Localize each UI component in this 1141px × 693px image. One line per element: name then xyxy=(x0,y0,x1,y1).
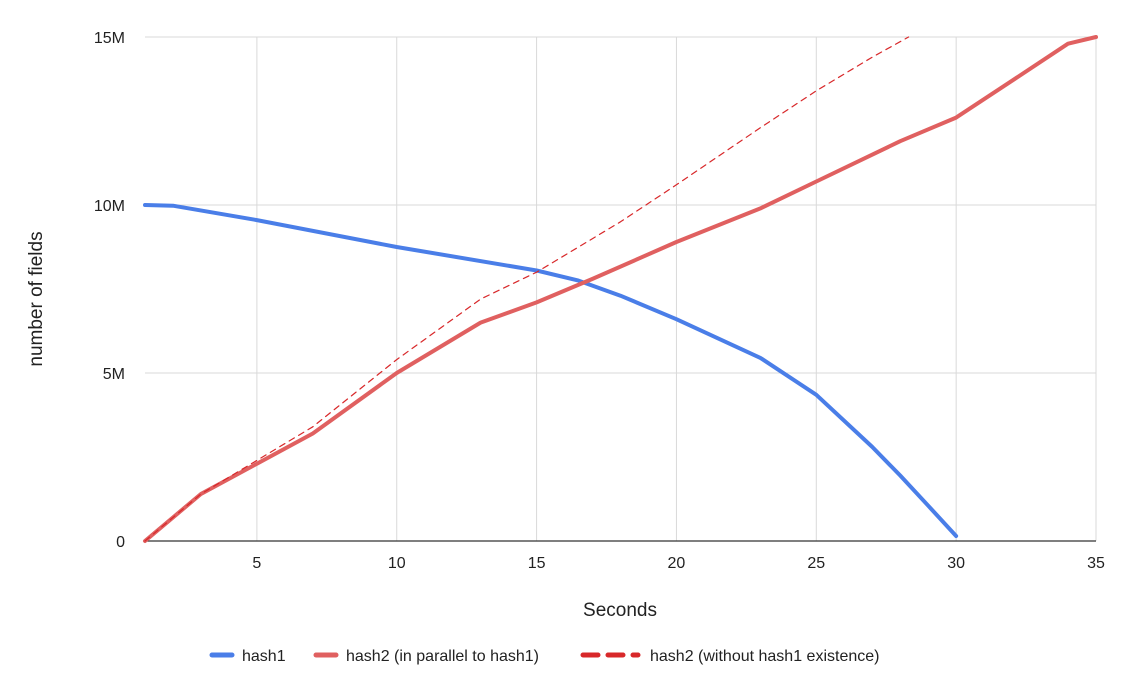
y-tick-label: 0 xyxy=(116,534,125,551)
legend-label: hash1 xyxy=(242,648,286,665)
x-tick-label: 20 xyxy=(668,555,686,572)
y-tick-label: 5M xyxy=(103,366,125,383)
axis-labels: Seconds number of fields xyxy=(26,231,657,621)
axes: 0 5M 10M 15M 5 10 15 20 25 30 35 xyxy=(94,30,1105,572)
y-axis-title: number of fields xyxy=(26,231,47,366)
x-tick-label: 30 xyxy=(947,555,965,572)
legend: hash1 hash2 (in parallel to hash1) hash2 (… xyxy=(209,648,879,665)
series-line-3 xyxy=(144,36,910,542)
x-tick-label: 15 xyxy=(528,555,546,572)
x-tick-label: 5 xyxy=(252,555,261,572)
legend-label: hash2 (without hash1 existence) xyxy=(650,648,879,665)
legend-label: hash2 (in parallel to hash1) xyxy=(346,648,539,665)
x-axis-title: Seconds xyxy=(583,600,657,621)
series-line-1 xyxy=(143,203,959,538)
x-tick-label: 25 xyxy=(807,555,825,572)
x-tick-label: 10 xyxy=(388,555,406,572)
grid xyxy=(145,36,1097,541)
plot-area xyxy=(143,35,1098,543)
y-tick-label: 10M xyxy=(94,198,125,215)
series-line-2 xyxy=(143,35,1098,543)
x-tick-label: 35 xyxy=(1087,555,1105,572)
y-tick-label: 15M xyxy=(94,30,125,47)
